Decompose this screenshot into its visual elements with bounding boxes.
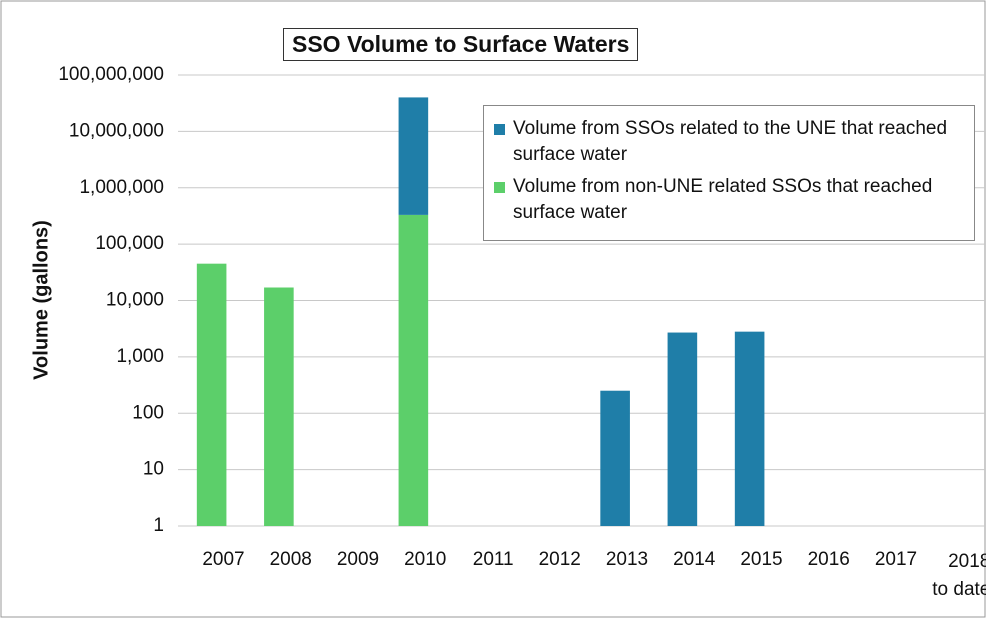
y-tick-label: 10 bbox=[143, 459, 164, 480]
bar-segment bbox=[264, 287, 294, 526]
x-tick-label: 2014 bbox=[673, 549, 716, 570]
x-tick-label: 2007 bbox=[202, 549, 245, 570]
bar-segment bbox=[398, 214, 429, 526]
y-tick-label: 100,000 bbox=[95, 233, 164, 254]
x-tick-label: 2011 bbox=[472, 549, 514, 570]
legend-item: Volume from SSOs related to the UNE that… bbox=[494, 116, 964, 168]
y-tick-label: 1,000 bbox=[116, 346, 164, 367]
chart-title: SSO Volume to Surface Waters bbox=[283, 28, 639, 61]
legend: Volume from SSOs related to the UNE that… bbox=[483, 105, 975, 241]
y-tick-label: 100 bbox=[132, 402, 164, 423]
bar-segment bbox=[196, 263, 227, 526]
x-tick-label: 2013 bbox=[605, 549, 649, 570]
x-tick-label: 2018 to date bbox=[932, 551, 986, 600]
y-tick-label: 10,000 bbox=[106, 290, 164, 311]
bar-segment bbox=[600, 390, 630, 526]
legend-swatch bbox=[494, 124, 505, 135]
bar-segment bbox=[667, 332, 698, 526]
bar-segment bbox=[398, 97, 429, 215]
y-tick-label: 10,000,000 bbox=[69, 120, 164, 141]
x-tick-label: 2009 bbox=[336, 549, 380, 570]
legend-label: Volume from SSOs related to the UNE that… bbox=[513, 118, 948, 165]
x-tick-label: 2008 bbox=[269, 549, 312, 570]
x-tick-label: 2010 bbox=[404, 549, 447, 570]
y-axis-label: Volume (gallons) bbox=[30, 220, 52, 380]
x-tick-label: 2015 bbox=[740, 549, 783, 570]
legend-swatch bbox=[494, 182, 505, 193]
y-tick-label: 1,000,000 bbox=[79, 177, 164, 198]
legend-label: Volume from non-UNE related SSOs that re… bbox=[513, 176, 933, 223]
bar-segment bbox=[734, 331, 765, 526]
x-tick-label: 2012 bbox=[538, 549, 581, 570]
x-tick-label: 2016 bbox=[807, 549, 850, 570]
y-tick-label: 1 bbox=[153, 515, 164, 536]
legend-item: Volume from non-UNE related SSOs that re… bbox=[494, 174, 964, 226]
x-tick-label: 2017 bbox=[874, 549, 918, 570]
y-tick-label: 100,000,000 bbox=[58, 64, 164, 85]
